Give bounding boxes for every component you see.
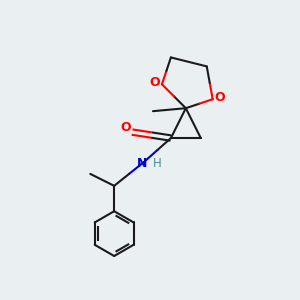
Text: O: O	[215, 91, 226, 104]
Text: O: O	[121, 121, 131, 134]
Text: N: N	[137, 157, 148, 170]
Text: O: O	[149, 76, 160, 89]
Text: H: H	[153, 157, 162, 170]
